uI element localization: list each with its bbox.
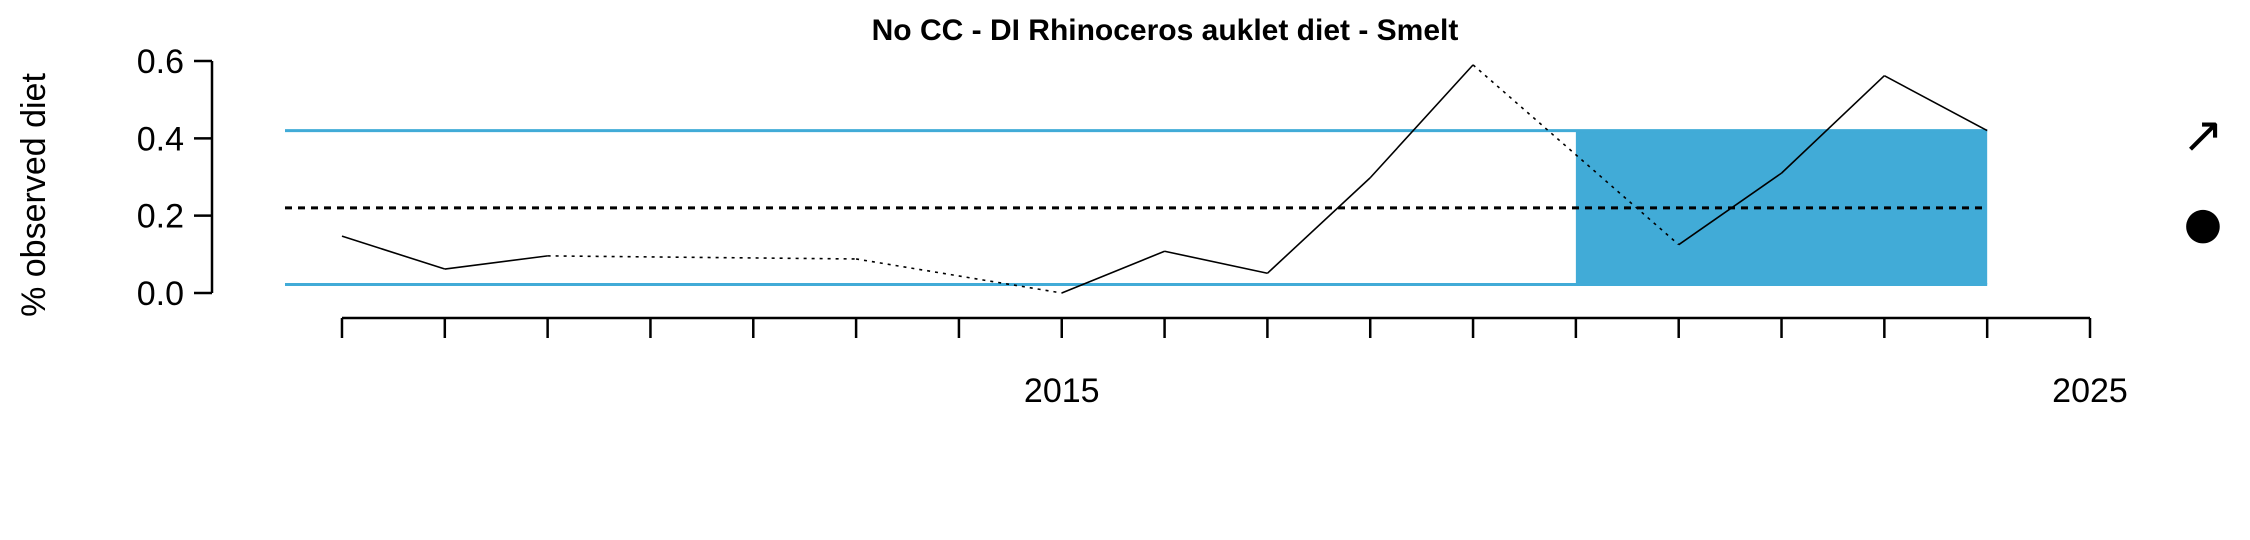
- series-gap-segment: [1472, 64, 1680, 246]
- trend-arrow-icon: ↗: [2182, 106, 2224, 164]
- data-point: [1472, 63, 1475, 66]
- chart-title: No CC - DI Rhinoceros auklet diet - Smel…: [872, 14, 1459, 47]
- series-segment: [1369, 64, 1474, 179]
- status-symbols: ↗●: [2182, 106, 2224, 249]
- x-tick-label: 2015: [1024, 372, 1100, 410]
- series-segment: [1266, 177, 1371, 274]
- y-tick-label: 0.0: [137, 275, 184, 313]
- x-axis: 2015 2025: [340, 316, 2128, 410]
- y-tick-label: 0.2: [137, 198, 184, 236]
- data-point: [1677, 243, 1680, 246]
- data-point: [1163, 250, 1166, 253]
- series-segment: [341, 235, 446, 270]
- data-point: [443, 268, 446, 271]
- data-point: [1780, 172, 1783, 175]
- y-tick-label: 0.4: [137, 120, 184, 158]
- y-tick-label: 0.6: [137, 43, 184, 81]
- y-axis-label: % observed diet: [15, 73, 53, 317]
- data-point: [546, 254, 549, 257]
- data-point: [1060, 292, 1063, 295]
- series-segment: [1164, 250, 1268, 275]
- series-segment: [1061, 250, 1165, 294]
- series-layer: [340, 63, 1989, 295]
- series-segment: [1678, 172, 1782, 246]
- series-gap-segment: [547, 255, 857, 260]
- y-axis: 0.0 0.2 0.4 0.6: [137, 43, 214, 313]
- mean-status-dot-icon: ●: [2184, 198, 2222, 249]
- reference-lines-layer: [285, 129, 1988, 286]
- series-segment: [444, 255, 548, 270]
- data-point: [1986, 129, 1989, 132]
- x-tick-label: 2025: [2052, 372, 2128, 410]
- series-gap-segment: [855, 258, 1062, 294]
- data-point: [340, 235, 343, 238]
- series-segment: [1780, 75, 1885, 174]
- data-point: [1883, 74, 1886, 77]
- series-segment: [1883, 74, 1988, 132]
- data-point: [855, 257, 858, 260]
- data-point: [1369, 176, 1372, 179]
- data-point: [1266, 272, 1269, 275]
